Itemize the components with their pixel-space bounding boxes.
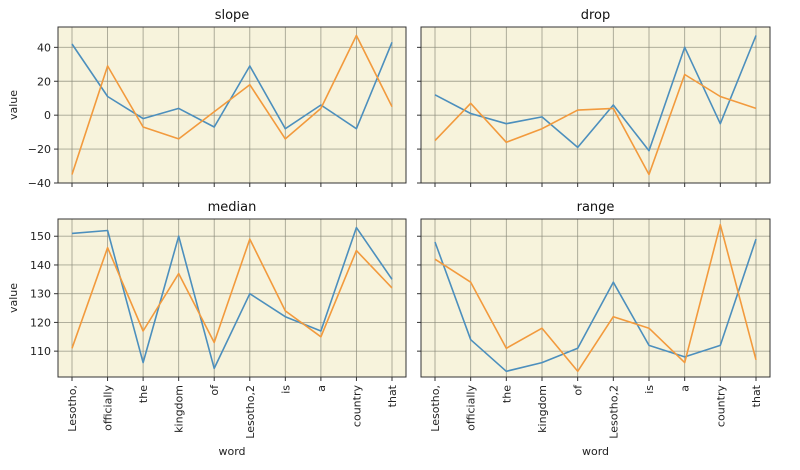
x-tick-label: officially — [465, 385, 478, 431]
x-tick-label: Lesotho, — [66, 385, 79, 432]
x-tick-label: Lesotho,2 — [607, 385, 620, 439]
series-line-1 — [71, 41, 393, 130]
panel-title: median — [208, 200, 257, 215]
y-tick-label: 110 — [30, 345, 51, 358]
x-tick-label: of — [208, 384, 221, 396]
y-tick-label: −40 — [28, 177, 51, 190]
y-tick-label: −20 — [28, 143, 51, 156]
chart-panel-drop: drop — [417, 8, 771, 187]
plot-area — [421, 27, 770, 183]
x-tick-label: Lesotho,2 — [244, 385, 257, 439]
chart-panel-slope: −40 −20 0 20 40 slope value — [7, 8, 407, 190]
x-tick-label: that — [750, 384, 763, 407]
x-tick-label: of — [572, 384, 585, 396]
y-tick-label: 140 — [30, 259, 51, 272]
series-line-2 — [71, 34, 393, 175]
plot-area — [58, 27, 406, 183]
x-tick-label: is — [279, 385, 292, 394]
plot-frame — [420, 26, 771, 184]
series-line-1 — [434, 238, 757, 373]
plot-frame — [420, 218, 771, 378]
plot-frame — [57, 26, 407, 184]
panel-title: drop — [581, 8, 611, 23]
series-line-1 — [71, 226, 393, 370]
x-tick-label: kingdom — [173, 385, 186, 433]
y-tick-label: 120 — [30, 316, 51, 329]
x-tick-label: is — [643, 385, 656, 394]
x-tick-label: a — [679, 385, 692, 392]
y-tick-label: 40 — [37, 41, 51, 54]
y-tick-label: 20 — [37, 75, 51, 88]
x-tick-label: the — [137, 385, 150, 403]
y-axis-label: value — [7, 283, 20, 313]
x-tick-label: country — [350, 385, 363, 428]
y-tick-label: 130 — [30, 288, 51, 301]
x-tick-label: the — [500, 385, 513, 403]
panel-title: range — [577, 200, 615, 215]
chart-panel-range: Lesotho, officially the kingdom of Lesotho,2 i… — [417, 200, 771, 458]
series-line-2 — [71, 238, 393, 349]
x-axis-label: word — [582, 445, 609, 458]
x-tick-label: a — [315, 385, 328, 392]
plot-frame — [57, 218, 407, 378]
plot-area — [58, 219, 406, 377]
y-tick-label: 0 — [44, 109, 51, 122]
x-tick-label: officially — [102, 385, 115, 431]
x-tick-label: kingdom — [536, 385, 549, 433]
x-tick-label: country — [714, 385, 727, 428]
plot-area — [421, 219, 770, 377]
x-axis-label: word — [218, 445, 245, 458]
series-line-2 — [434, 223, 757, 373]
x-tick-label: Lesotho, — [429, 385, 442, 432]
x-tick-label: that — [386, 384, 399, 407]
panel-title: slope — [215, 8, 250, 23]
y-tick-label: 150 — [30, 230, 51, 243]
chart-panel-median: 110 120 130 140 150 Lesotho, officially the king… — [7, 200, 407, 458]
series-line-2 — [434, 73, 757, 176]
y-axis-label: value — [7, 90, 20, 120]
